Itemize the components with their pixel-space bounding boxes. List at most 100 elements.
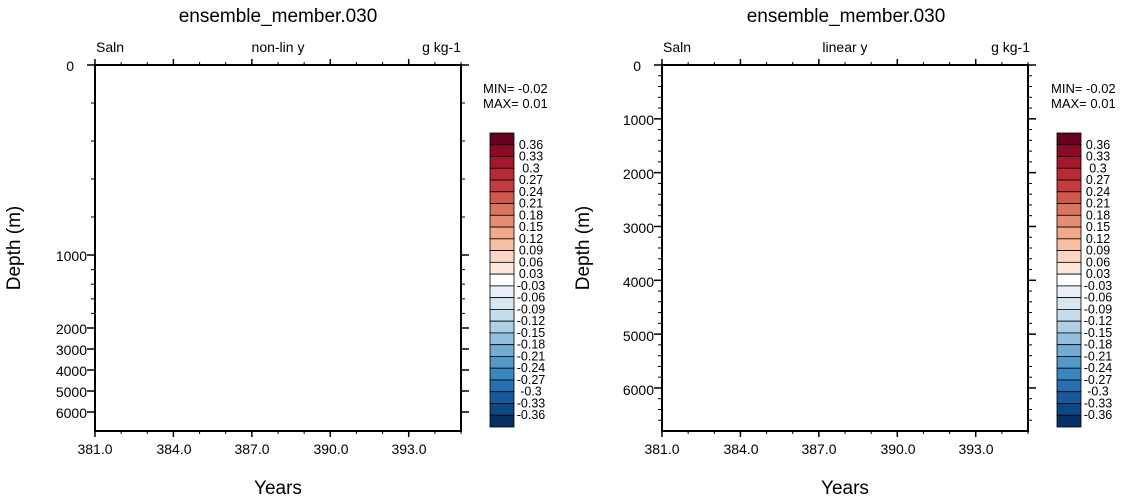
colorbar-box	[489, 320, 515, 334]
colorbar-label: -0.03	[1084, 279, 1113, 293]
x-axis-label: Years	[254, 478, 302, 499]
colorbar-box	[1056, 379, 1082, 393]
max-label: MAX= 0.01	[483, 96, 548, 111]
colorbar-box	[1056, 391, 1082, 404]
colorbar-box	[1056, 285, 1082, 299]
colorbar-box	[489, 261, 515, 275]
colorbar-box	[1056, 414, 1082, 428]
colorbar-box	[1056, 132, 1082, 146]
plot-area	[661, 64, 1029, 432]
x-axis-label: Years	[821, 478, 869, 499]
x-tick-label: 390.0	[313, 441, 348, 457]
colorbar-label: 0.18	[1086, 208, 1110, 222]
x-tick-label: 387.0	[234, 441, 269, 457]
colorbar-label: -0.3	[1087, 385, 1109, 399]
colorbar-label: 0.3	[1089, 161, 1106, 175]
colorbar-label: 0.12	[519, 232, 543, 246]
colorbar-box	[489, 144, 515, 157]
colorbar-label: 0.03	[1086, 267, 1110, 281]
y-tick-label: 2000	[56, 321, 87, 337]
colorbar-label: 0.27	[1086, 173, 1110, 187]
y-tick-label: 0	[633, 58, 641, 74]
y-ticks	[654, 64, 1036, 421]
colorbar-box	[1056, 273, 1082, 287]
colorbar-label: -0.33	[517, 396, 546, 410]
x-tick-label: 381.0	[77, 441, 112, 457]
colorbar: 0.360.330.30.270.240.210.180.150.120.090…	[1056, 132, 1113, 428]
colorbar-box	[489, 238, 515, 251]
colorbar-label: 0.3	[522, 161, 539, 175]
colorbar-box	[1056, 226, 1082, 240]
colorbar-box	[489, 332, 515, 346]
colorbar-label: -0.12	[517, 314, 546, 328]
colorbar-box	[489, 285, 515, 299]
colorbar-label: -0.18	[1084, 338, 1113, 352]
y-tick-label: 3000	[623, 220, 654, 236]
colorbar-label: -0.06	[517, 291, 546, 305]
y-tick-label: 5000	[56, 384, 87, 400]
colorbar-label: -0.21	[517, 349, 546, 363]
colorbar-label: -0.27	[1084, 373, 1113, 387]
colorbar-label: 0.09	[519, 244, 543, 258]
y-tick-label: 6000	[56, 405, 87, 421]
colorbar-label: -0.09	[517, 302, 546, 316]
colorbar-label: 0.09	[1086, 244, 1110, 258]
colorbar-label: 0.18	[519, 208, 543, 222]
colorbar-label: -0.03	[517, 279, 546, 293]
x-tick-label: 384.0	[156, 441, 191, 457]
colorbar-box	[1056, 179, 1082, 193]
colorbar-box	[489, 379, 515, 393]
colorbar-label: -0.33	[1084, 396, 1113, 410]
colorbar-box	[1056, 191, 1082, 204]
colorbar-label: 0.24	[1086, 185, 1110, 199]
colorbar-box	[1056, 356, 1082, 369]
panel-right: ensemble_member.030 Saln linear y g kg-1…	[573, 6, 1116, 499]
min-label: MIN= -0.02	[1051, 81, 1116, 96]
colorbar-label: 0.21	[1086, 197, 1110, 211]
colorbar-label: 0.21	[519, 197, 543, 211]
colorbar-label: 0.33	[519, 150, 543, 164]
colorbar-label: -0.36	[1084, 408, 1113, 422]
x-tick-label: 381.0	[644, 441, 679, 457]
colorbar-label: 0.12	[1086, 232, 1110, 246]
y-tick-label: 1000	[623, 112, 654, 128]
chart-title: ensemble_member.030	[179, 6, 378, 27]
left-string: Saln	[96, 39, 124, 55]
colorbar-label: -0.21	[1084, 349, 1113, 363]
colorbar-box	[1056, 250, 1082, 263]
colorbar-label: 0.36	[1086, 138, 1110, 152]
colorbar-label: -0.36	[517, 408, 546, 422]
y-tick-label: 4000	[56, 363, 87, 379]
colorbar-label: -0.24	[1084, 361, 1113, 375]
y-tick-label: 1000	[56, 248, 87, 264]
colorbar: 0.360.330.30.270.240.210.180.150.120.090…	[489, 132, 546, 428]
colorbar-box	[1056, 203, 1082, 216]
colorbar-box	[489, 156, 515, 169]
y-ticks	[87, 64, 469, 413]
colorbar-label: 0.33	[1086, 150, 1110, 164]
y-axis-label: Depth (m)	[573, 206, 594, 290]
chart-title: ensemble_member.030	[747, 6, 946, 27]
y-tick-label: 2000	[623, 166, 654, 182]
colorbar-box	[1056, 156, 1082, 169]
x-tick-label: 384.0	[723, 441, 758, 457]
y-tick-label: 0	[66, 58, 74, 74]
colorbar-box	[489, 214, 515, 228]
colorbar-box	[1056, 238, 1082, 251]
x-tick-label: 393.0	[958, 441, 993, 457]
colorbar-box	[489, 297, 515, 310]
colorbar-box	[489, 367, 515, 381]
y-tick-label: 3000	[56, 342, 87, 358]
colorbar-box	[1056, 320, 1082, 334]
x-tick-label: 390.0	[880, 441, 915, 457]
y-tick-label: 5000	[623, 328, 654, 344]
x-tick-label: 387.0	[801, 441, 836, 457]
x-tick-labels: 381.0 384.0 387.0 390.0 393.0	[644, 441, 993, 457]
y-axis-label: Depth (m)	[4, 206, 25, 290]
colorbar-box	[489, 308, 515, 322]
colorbar-label: -0.24	[517, 361, 546, 375]
colorbar-label: 0.15	[519, 220, 543, 234]
x-tick-label: 393.0	[391, 441, 426, 457]
center-string: linear y	[822, 39, 867, 55]
